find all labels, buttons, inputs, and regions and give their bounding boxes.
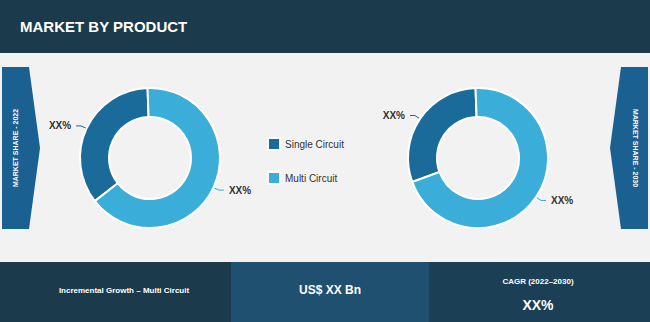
svg-text:Single Circuit: Single Circuit <box>285 139 344 150</box>
svg-text:CAGR (2022–2030): CAGR (2022–2030) <box>502 277 573 286</box>
svg-text:MARKET SHARE - 2030: MARKET SHARE - 2030 <box>632 109 639 187</box>
svg-text:US$ XX Bn: US$ XX Bn <box>299 283 361 297</box>
svg-text:MARKET BY PRODUCT: MARKET BY PRODUCT <box>20 18 187 35</box>
svg-text:XX%: XX% <box>551 195 573 206</box>
svg-text:XX%: XX% <box>522 297 554 313</box>
svg-text:XX%: XX% <box>49 120 71 131</box>
svg-text:XX%: XX% <box>229 185 251 196</box>
svg-text:Incremental Growth – Multi Cir: Incremental Growth – Multi Circuit <box>59 286 190 295</box>
svg-text:Multi Circuit: Multi Circuit <box>285 173 337 184</box>
svg-text:MARKET SHARE - 2022: MARKET SHARE - 2022 <box>12 109 19 187</box>
svg-text:XX%: XX% <box>383 110 405 121</box>
